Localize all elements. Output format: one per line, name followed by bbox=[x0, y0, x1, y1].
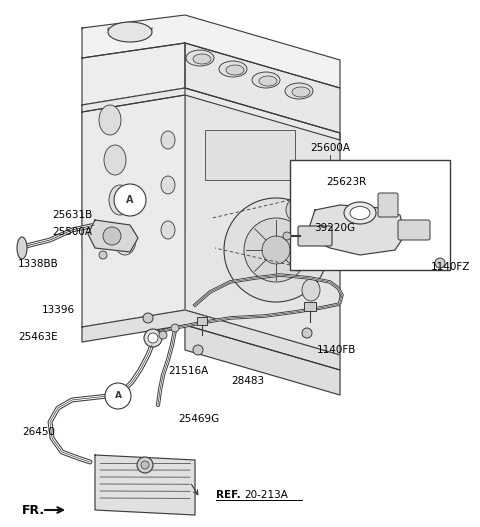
FancyBboxPatch shape bbox=[378, 193, 398, 217]
Polygon shape bbox=[82, 15, 340, 88]
Text: 39220G: 39220G bbox=[314, 223, 355, 233]
Text: 25500A: 25500A bbox=[52, 227, 92, 237]
Polygon shape bbox=[82, 43, 185, 105]
Ellipse shape bbox=[219, 61, 247, 77]
Polygon shape bbox=[185, 88, 340, 355]
Ellipse shape bbox=[193, 54, 211, 64]
Text: 25463E: 25463E bbox=[18, 332, 58, 342]
Circle shape bbox=[193, 345, 203, 355]
Circle shape bbox=[99, 251, 107, 259]
Polygon shape bbox=[88, 220, 138, 252]
Text: 28483: 28483 bbox=[231, 376, 264, 386]
Text: A: A bbox=[115, 392, 121, 401]
Circle shape bbox=[244, 218, 308, 282]
Text: 1140FB: 1140FB bbox=[316, 345, 356, 355]
Text: 25600A: 25600A bbox=[310, 143, 350, 153]
Bar bbox=[197, 317, 207, 325]
FancyBboxPatch shape bbox=[398, 220, 430, 240]
Ellipse shape bbox=[226, 65, 244, 75]
Text: 26450: 26450 bbox=[22, 427, 55, 437]
Polygon shape bbox=[82, 310, 340, 370]
Text: 25631B: 25631B bbox=[52, 210, 92, 220]
Ellipse shape bbox=[161, 221, 175, 239]
Ellipse shape bbox=[286, 199, 304, 221]
Ellipse shape bbox=[114, 225, 136, 255]
Ellipse shape bbox=[292, 87, 310, 97]
Circle shape bbox=[224, 198, 328, 302]
Ellipse shape bbox=[99, 105, 121, 135]
Bar bbox=[304, 302, 316, 311]
Bar bbox=[290, 160, 450, 270]
Ellipse shape bbox=[109, 185, 131, 215]
Text: REF.: REF. bbox=[216, 490, 241, 500]
Ellipse shape bbox=[344, 202, 376, 224]
Polygon shape bbox=[185, 43, 340, 133]
Circle shape bbox=[159, 331, 167, 339]
Ellipse shape bbox=[144, 329, 162, 347]
Ellipse shape bbox=[108, 22, 152, 42]
Polygon shape bbox=[185, 325, 340, 395]
Text: 21516A: 21516A bbox=[168, 366, 208, 376]
Text: 1338BB: 1338BB bbox=[18, 259, 59, 269]
Ellipse shape bbox=[285, 83, 313, 99]
Ellipse shape bbox=[104, 145, 126, 175]
Ellipse shape bbox=[186, 50, 214, 66]
Ellipse shape bbox=[161, 176, 175, 194]
Ellipse shape bbox=[252, 72, 280, 88]
Circle shape bbox=[103, 227, 121, 245]
Polygon shape bbox=[82, 95, 185, 327]
Ellipse shape bbox=[259, 76, 277, 86]
Circle shape bbox=[141, 461, 149, 469]
Circle shape bbox=[302, 328, 312, 338]
Circle shape bbox=[435, 258, 445, 268]
Bar bbox=[205, 130, 295, 180]
Circle shape bbox=[283, 232, 291, 240]
Circle shape bbox=[114, 184, 146, 216]
Circle shape bbox=[262, 236, 290, 264]
Ellipse shape bbox=[148, 333, 158, 343]
Ellipse shape bbox=[294, 239, 312, 261]
Text: 1140FZ: 1140FZ bbox=[430, 262, 470, 272]
Ellipse shape bbox=[350, 207, 370, 220]
Polygon shape bbox=[95, 455, 195, 515]
Text: 25623R: 25623R bbox=[326, 177, 366, 187]
Ellipse shape bbox=[302, 279, 320, 301]
Circle shape bbox=[105, 383, 131, 409]
Text: 25469G: 25469G bbox=[178, 414, 219, 424]
Circle shape bbox=[143, 313, 153, 323]
Ellipse shape bbox=[161, 131, 175, 149]
Polygon shape bbox=[82, 88, 340, 140]
Text: A: A bbox=[126, 195, 134, 205]
Circle shape bbox=[137, 457, 153, 473]
Polygon shape bbox=[82, 88, 185, 248]
Circle shape bbox=[171, 324, 179, 332]
Ellipse shape bbox=[17, 237, 27, 259]
Text: 13396: 13396 bbox=[42, 305, 75, 315]
Polygon shape bbox=[310, 205, 405, 255]
Text: 20-213A: 20-213A bbox=[244, 490, 288, 500]
Text: FR.: FR. bbox=[22, 503, 45, 516]
FancyBboxPatch shape bbox=[298, 226, 332, 246]
